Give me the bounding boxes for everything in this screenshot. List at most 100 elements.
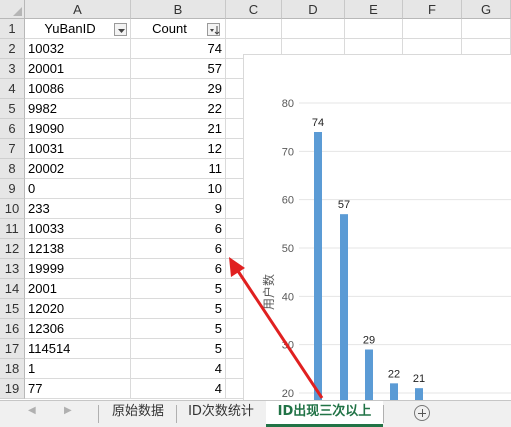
table-cell[interactable]: 6	[131, 219, 226, 239]
y-tick-label: 70	[282, 146, 294, 158]
table-cell[interactable]: 57	[131, 59, 226, 79]
table-cell[interactable]: 6	[131, 259, 226, 279]
bar-data-label: 29	[363, 335, 375, 347]
row-header[interactable]: 9	[0, 179, 25, 199]
table-cell[interactable]: 5	[131, 299, 226, 319]
y-tick-label: 60	[282, 195, 294, 207]
filter-dropdown-icon[interactable]	[114, 23, 127, 36]
bar-data-label: 57	[338, 199, 350, 211]
table-cell[interactable]	[226, 19, 282, 39]
table-cell[interactable]: 12	[131, 139, 226, 159]
table-cell[interactable]: 19999	[25, 259, 131, 279]
add-sheet-icon[interactable]	[414, 405, 430, 421]
tab-separator	[383, 405, 384, 423]
row-header[interactable]: 18	[0, 359, 25, 379]
tab-raw-data[interactable]: 原始数据	[111, 404, 164, 419]
table-cell[interactable]: 114514	[25, 339, 131, 359]
table-cell[interactable]: 19090	[25, 119, 131, 139]
table-cell[interactable]: 4	[131, 379, 226, 399]
column-header-d[interactable]: D	[282, 0, 345, 19]
table-cell[interactable]: 10032	[25, 39, 131, 59]
row-header[interactable]: 7	[0, 139, 25, 159]
table-cell[interactable]: 2001	[25, 279, 131, 299]
bar-chart: 80706050403020用户数7457292221	[261, 98, 511, 400]
y-axis-label: 用户数	[261, 274, 276, 310]
bar	[365, 349, 373, 400]
tab-id-count-stats[interactable]: ID次数统计	[188, 404, 254, 419]
column-header-c[interactable]: C	[226, 0, 282, 19]
tab-scroll-right-icon[interactable]: ▶	[64, 405, 72, 416]
table-cell[interactable]	[345, 19, 403, 39]
bar	[390, 383, 398, 400]
table-cell[interactable]: 11	[131, 159, 226, 179]
y-tick-label: 50	[282, 243, 294, 255]
table-cell[interactable]: 74	[131, 39, 226, 59]
table-cell[interactable]	[282, 19, 345, 39]
column-header-b[interactable]: B	[131, 0, 226, 19]
table-cell[interactable]: 10031	[25, 139, 131, 159]
table-cell[interactable]: 77	[25, 379, 131, 399]
column-header-f[interactable]: F	[403, 0, 462, 19]
row-header[interactable]: 8	[0, 159, 25, 179]
bar	[415, 388, 423, 400]
row-header[interactable]: 10	[0, 199, 25, 219]
y-tick-label: 20	[282, 388, 294, 400]
table-cell[interactable]: 21	[131, 119, 226, 139]
bar-data-label: 21	[413, 373, 425, 385]
row-header[interactable]: 6	[0, 119, 25, 139]
table-cell[interactable]: 4	[131, 359, 226, 379]
table-cell[interactable]: 12306	[25, 319, 131, 339]
table-cell[interactable]: 5	[131, 319, 226, 339]
row-header[interactable]: 14	[0, 279, 25, 299]
bar-data-label: 22	[388, 368, 400, 380]
sheet-tab-bar: ◀ ▶ 原始数据 ID次数统计 ID出现三次以上	[0, 400, 511, 427]
select-all-corner[interactable]	[0, 0, 25, 19]
table-cell[interactable]: 12138	[25, 239, 131, 259]
bar	[314, 132, 322, 400]
row-header[interactable]: 11	[0, 219, 25, 239]
row-header[interactable]: 5	[0, 99, 25, 119]
table-cell[interactable]: 9	[131, 199, 226, 219]
row-header[interactable]: 13	[0, 259, 25, 279]
y-tick-label: 80	[282, 98, 294, 110]
tab-id-over-three[interactable]: ID出现三次以上	[266, 401, 383, 427]
annotation-arrow	[229, 257, 324, 399]
table-cell[interactable]: 10	[131, 179, 226, 199]
bar	[340, 214, 348, 400]
row-header[interactable]: 12	[0, 239, 25, 259]
table-cell[interactable]: 10086	[25, 79, 131, 99]
table-cell[interactable]: Count	[131, 19, 226, 39]
table-cell[interactable]: 10033	[25, 219, 131, 239]
sort-filter-icon[interactable]	[207, 23, 220, 36]
table-cell[interactable]: 12020	[25, 299, 131, 319]
table-cell[interactable]: 20002	[25, 159, 131, 179]
row-header[interactable]: 17	[0, 339, 25, 359]
embedded-chart[interactable]: 80706050403020用户数7457292221	[243, 54, 511, 400]
table-cell[interactable]: 9982	[25, 99, 131, 119]
row-header[interactable]: 2	[0, 39, 25, 59]
table-cell[interactable]: 5	[131, 339, 226, 359]
table-cell[interactable]: 20001	[25, 59, 131, 79]
row-header[interactable]: 16	[0, 319, 25, 339]
row-header[interactable]: 4	[0, 79, 25, 99]
arrow-head	[229, 257, 245, 277]
row-header[interactable]: 1	[0, 19, 25, 39]
table-cell[interactable]: 5	[131, 279, 226, 299]
row-header[interactable]: 19	[0, 379, 25, 399]
column-header-e[interactable]: E	[345, 0, 403, 19]
row-header[interactable]: 15	[0, 299, 25, 319]
table-cell[interactable]	[403, 19, 462, 39]
column-header-a[interactable]: A	[25, 0, 131, 19]
arrow-line	[234, 267, 324, 399]
table-cell[interactable]: 29	[131, 79, 226, 99]
table-cell[interactable]: YuBanID	[25, 19, 131, 39]
tab-separator	[98, 405, 99, 423]
tab-scroll-left-icon[interactable]: ◀	[28, 405, 36, 416]
table-cell[interactable]: 233	[25, 199, 131, 219]
table-cell[interactable]: 22	[131, 99, 226, 119]
y-tick-label: 40	[282, 291, 294, 303]
table-cell[interactable]: 6	[131, 239, 226, 259]
table-cell[interactable]: 1	[25, 359, 131, 379]
table-cell[interactable]: 0	[25, 179, 131, 199]
row-header[interactable]: 3	[0, 59, 25, 79]
